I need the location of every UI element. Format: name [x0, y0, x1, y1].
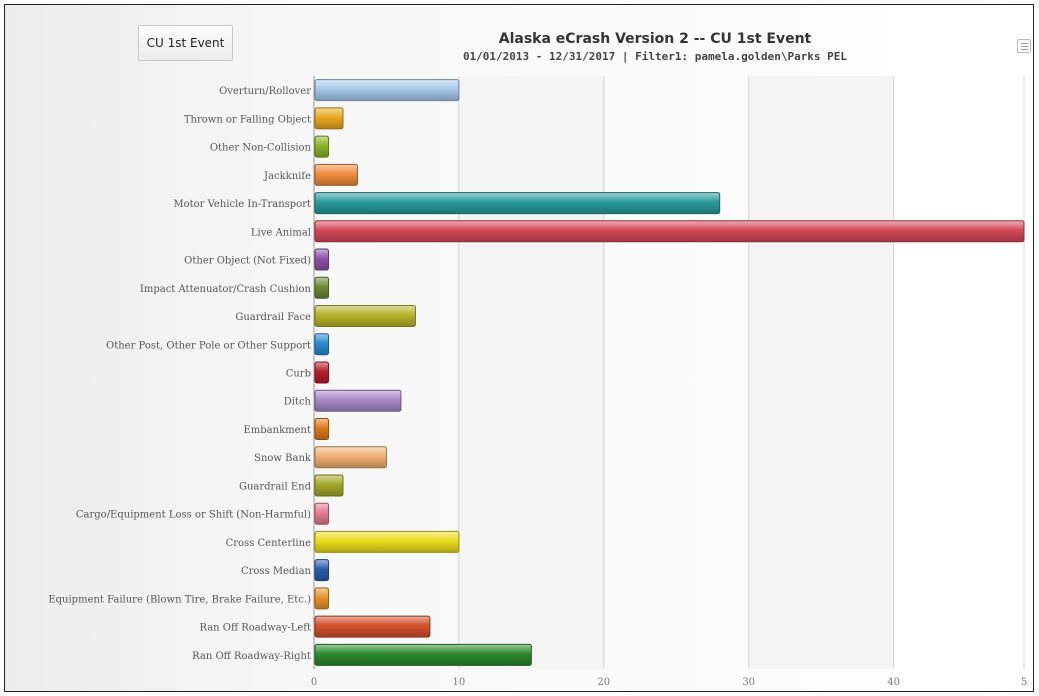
bar[interactable]	[314, 163, 358, 186]
bar[interactable]	[314, 389, 402, 412]
bar[interactable]	[314, 333, 329, 356]
bar[interactable]	[314, 417, 329, 440]
cu-1st-event-button[interactable]: CU 1st Event	[138, 25, 233, 61]
bar[interactable]	[314, 361, 329, 384]
category-labels: Overturn/Rollover Thrown or Falling Objec…	[48, 86, 312, 662]
x-tick-label: 40	[887, 677, 900, 688]
category-label: Impact Attenuator/Crash Cushion	[140, 284, 312, 295]
category-label: Other Non-Collision	[210, 143, 312, 154]
bar[interactable]	[314, 615, 431, 638]
category-label: Thrown or Falling Object	[184, 114, 311, 125]
category-label: Embankment	[243, 425, 311, 436]
bar[interactable]	[314, 502, 329, 525]
bar[interactable]	[314, 135, 329, 158]
category-label: Curb	[286, 369, 311, 380]
category-label: Other Object (Not Fixed)	[184, 256, 311, 267]
grid-band	[748, 76, 894, 669]
category-label: Guardrail End	[239, 481, 312, 492]
grid-band	[458, 76, 604, 669]
x-tick-label: 0	[311, 677, 317, 688]
chart-menu-icon[interactable]	[1017, 39, 1031, 53]
bar[interactable]	[314, 474, 344, 497]
gridlines	[313, 76, 1025, 669]
category-label: Ran Off Roadway-Right	[192, 651, 311, 662]
bar[interactable]	[314, 79, 460, 102]
bar[interactable]	[314, 446, 387, 469]
bar[interactable]	[314, 643, 532, 666]
category-label: Guardrail Face	[235, 312, 311, 323]
category-label: Snow Bank	[254, 453, 312, 464]
category-label: Other Post, Other Pole or Other Support	[106, 340, 311, 351]
chart-title: Alaska eCrash Version 2 -- CU 1st Event	[498, 31, 812, 47]
category-label: Overturn/Rollover	[219, 86, 311, 97]
category-label: Ran Off Roadway-Left	[199, 623, 311, 634]
bars	[314, 79, 1025, 666]
category-label: Equipment Failure (Blown Tire, Brake Fai…	[48, 594, 311, 605]
bar[interactable]	[314, 559, 329, 582]
bar[interactable]	[314, 587, 329, 610]
category-label: Cross Median	[241, 566, 312, 577]
bar[interactable]	[314, 305, 416, 328]
category-label: Cross Centerline	[226, 538, 311, 549]
category-label: Cargo/Equipment Loss or Shift (Non-Harmf…	[76, 510, 311, 521]
x-tick-label: 30	[742, 677, 755, 688]
category-label: Ditch	[284, 397, 312, 408]
category-label: Motor Vehicle In-Transport	[173, 199, 311, 210]
category-label: Live Animal	[251, 227, 311, 238]
x-axis-ticks: 0 10 20 30 40 5	[311, 677, 1027, 688]
x-tick-label: 5	[1021, 677, 1027, 688]
bar[interactable]	[314, 192, 721, 215]
bar-chart: Overturn/Rollover Thrown or Falling Objec…	[48, 76, 1027, 688]
bar[interactable]	[314, 530, 460, 553]
bar[interactable]	[314, 248, 329, 271]
category-label: Jackknife	[263, 171, 311, 182]
chart-panel: CU 1st Event Alaska eCrash Version 2 -- …	[4, 4, 1034, 692]
bar[interactable]	[314, 107, 344, 130]
x-tick-label: 20	[597, 677, 610, 688]
bar[interactable]	[314, 276, 329, 299]
chart-subtitle: 01/01/2013 - 12/31/2017 | Filter1: pamel…	[462, 50, 848, 63]
x-tick-label: 10	[453, 677, 466, 688]
bar[interactable]	[314, 220, 1025, 243]
